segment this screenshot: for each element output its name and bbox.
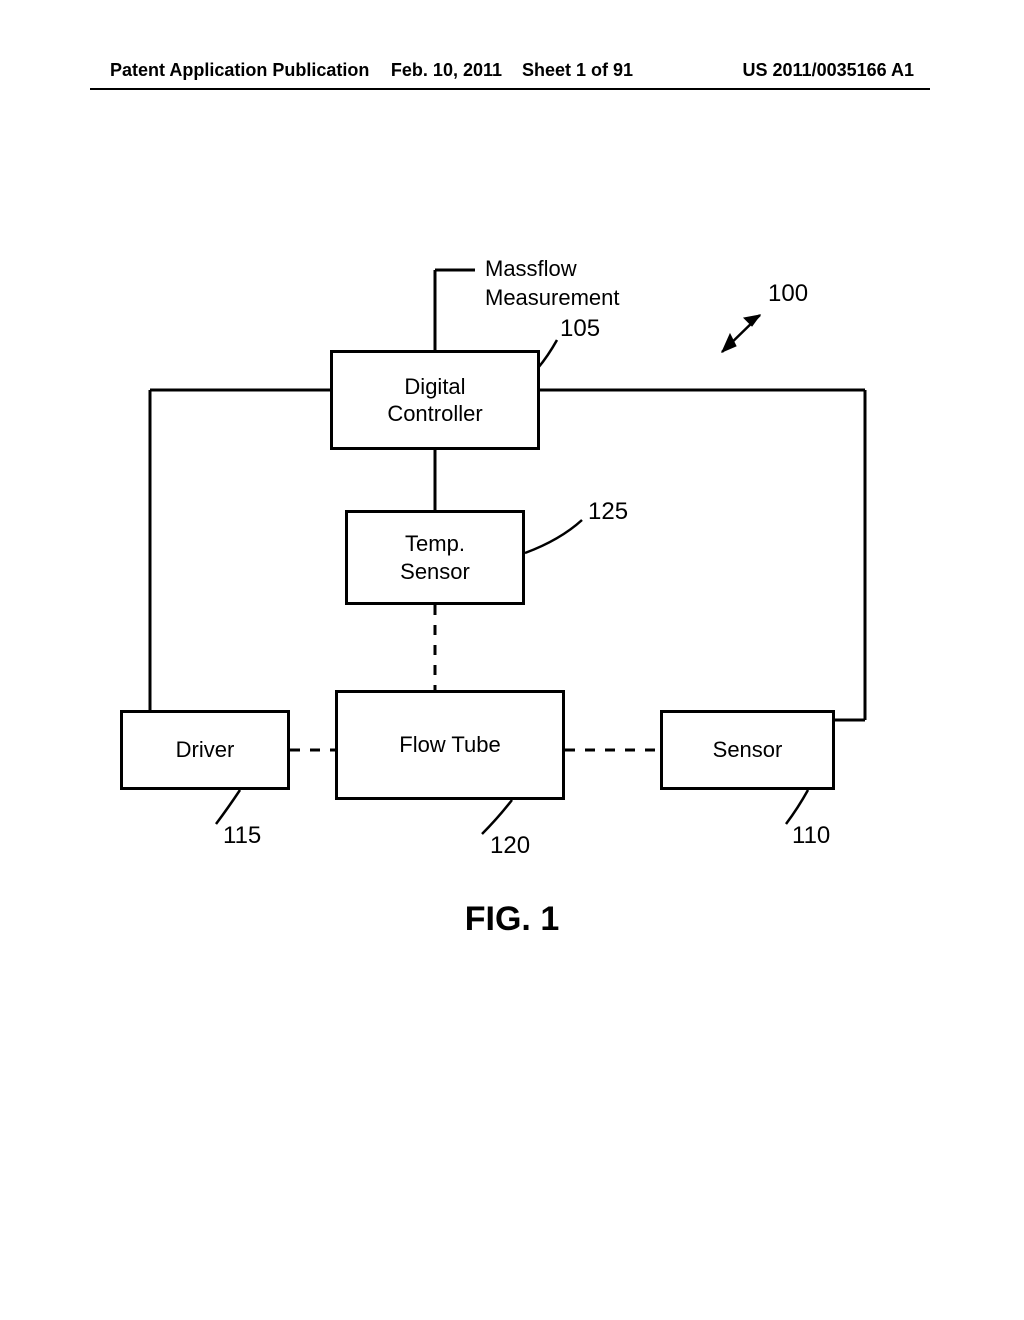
sensor-block: Sensor — [660, 710, 835, 790]
page-header: Patent Application Publication Feb. 10, … — [0, 60, 1024, 81]
temp-label-2: Sensor — [400, 558, 470, 586]
header-date: Feb. 10, 2011 — [391, 60, 502, 80]
controller-label-2: Controller — [387, 400, 482, 428]
ref-flowtube: 120 — [490, 832, 530, 860]
ref-sensor: 110 — [792, 822, 830, 850]
controller-label-1: Digital — [404, 373, 465, 401]
figure-label: FIG. 1 — [465, 900, 559, 939]
block-diagram: Digital Controller Temp. Sensor Driver F… — [120, 260, 900, 880]
flowtube-block: Flow Tube — [335, 690, 565, 800]
ref-controller: 105 — [560, 315, 600, 343]
header-sheet: Sheet 1 of 91 — [522, 60, 633, 80]
flowtube-label: Flow Tube — [399, 731, 501, 759]
header-center: Feb. 10, 2011 Sheet 1 of 91 — [391, 60, 633, 81]
temp-label-1: Temp. — [405, 530, 465, 558]
ref-driver: 115 — [223, 822, 261, 850]
controller-block: Digital Controller — [330, 350, 540, 450]
header-left: Patent Application Publication — [110, 60, 369, 81]
output-line1: Massflow — [485, 255, 620, 284]
ref-system: 100 — [768, 280, 808, 308]
sensor-label: Sensor — [713, 736, 783, 764]
header-right: US 2011/0035166 A1 — [743, 60, 914, 81]
output-label: Massflow Measurement — [485, 255, 620, 312]
header-rule — [90, 88, 930, 90]
driver-label: Driver — [176, 736, 235, 764]
ref-temp: 125 — [588, 498, 628, 526]
output-line2: Measurement — [485, 284, 620, 313]
driver-block: Driver — [120, 710, 290, 790]
temp-sensor-block: Temp. Sensor — [345, 510, 525, 605]
